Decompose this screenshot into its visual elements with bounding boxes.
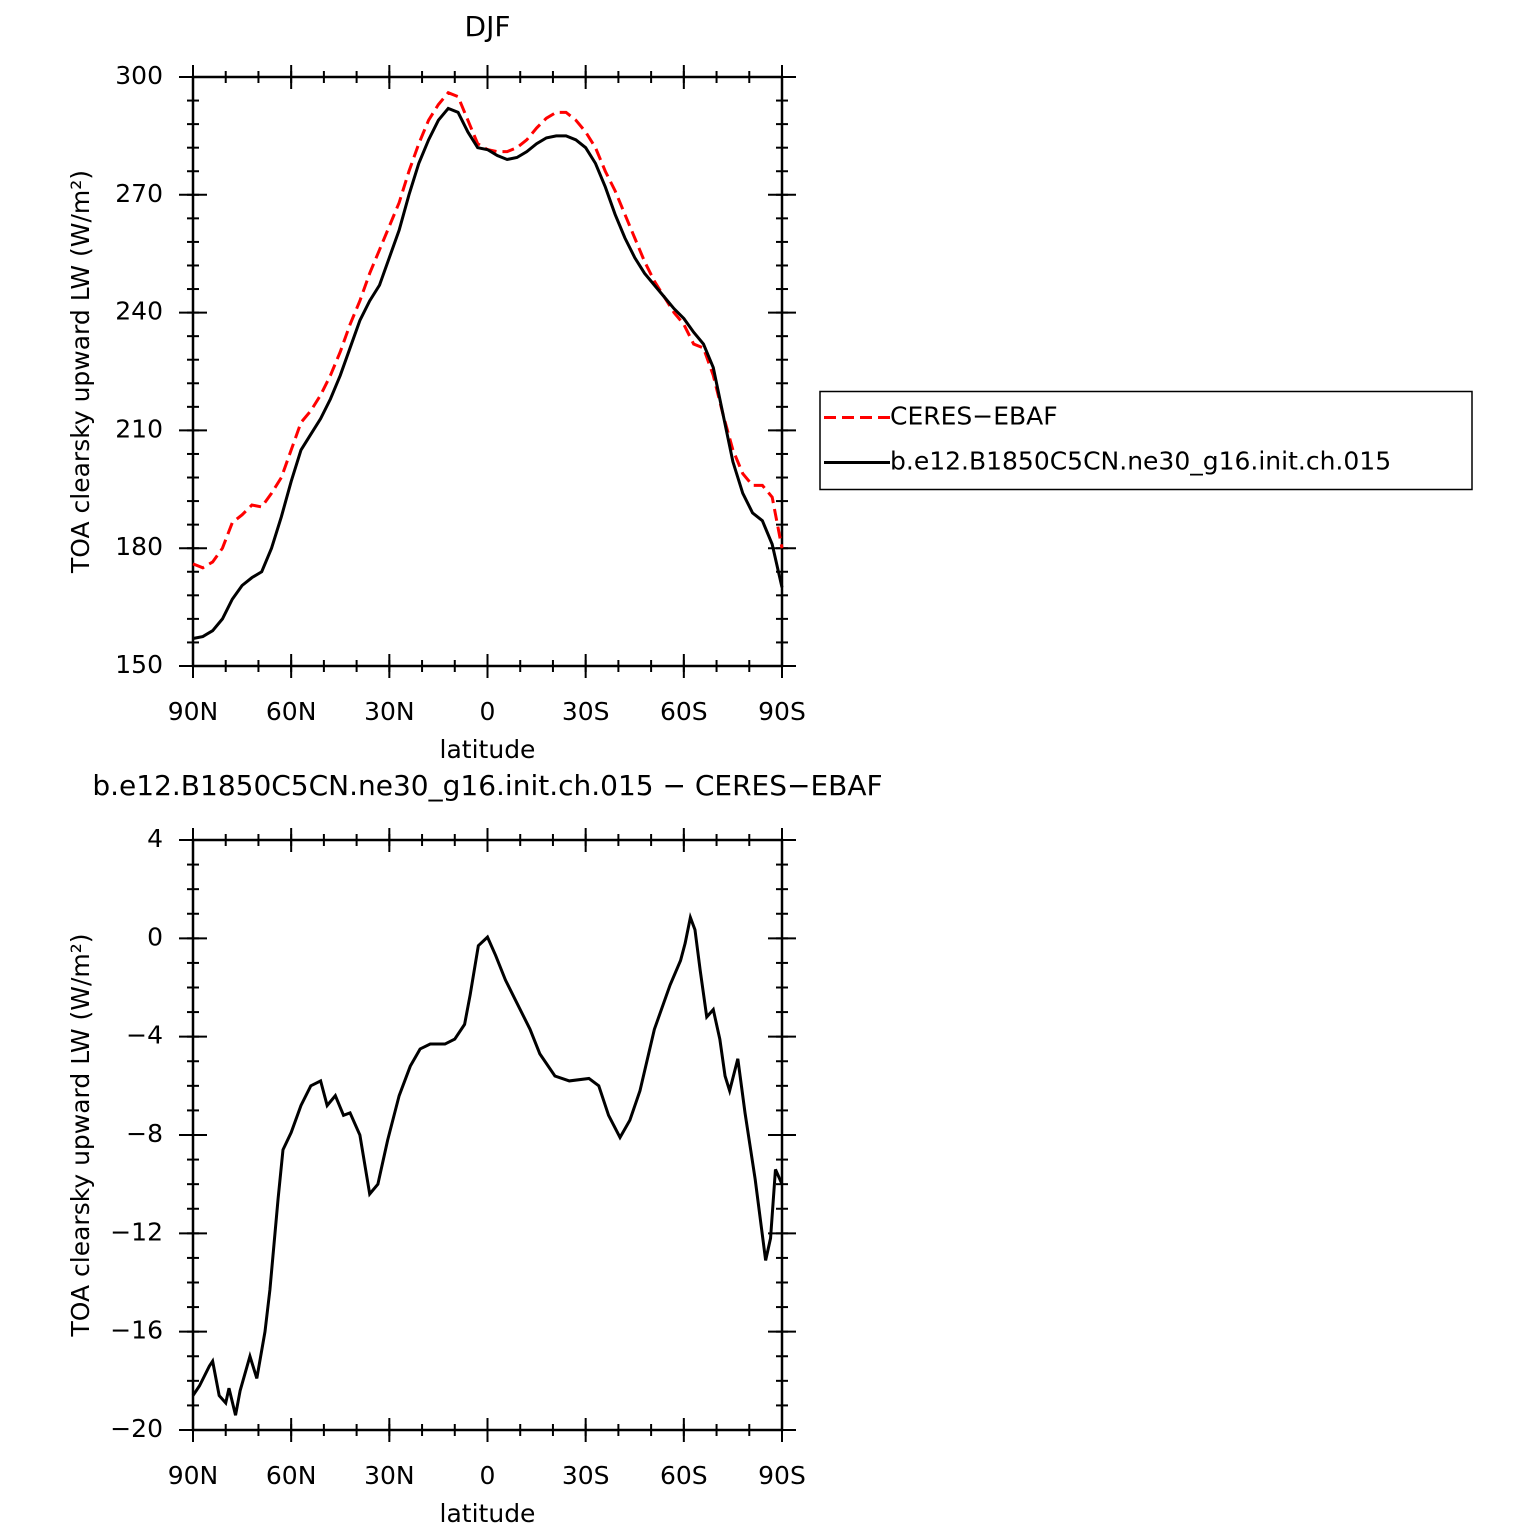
chart-title: DJF <box>465 10 511 43</box>
y-tick-label: 180 <box>115 532 163 561</box>
chart-title: b.e12.B1850C5CN.ne30_g16.init.ch.015 − C… <box>92 769 882 802</box>
y-tick-label: −16 <box>110 1316 163 1345</box>
x-tick-label: 60N <box>266 697 317 726</box>
x-tick-label: 30S <box>562 1461 610 1490</box>
x-tick-label: 60S <box>660 1461 708 1490</box>
y-axis-label: TOA clearsky upward LW (W/m²) <box>66 933 95 1337</box>
y-tick-label: 240 <box>115 297 163 326</box>
x-tick-label: 90N <box>168 697 219 726</box>
y-tick-label: 4 <box>147 824 163 853</box>
y-tick-label: −20 <box>110 1414 163 1443</box>
legend-box <box>819 390 1473 491</box>
x-tick-label: 30N <box>364 697 415 726</box>
plot-frame <box>191 75 784 668</box>
x-tick-label: 0 <box>480 697 496 726</box>
legend-label: CERES−EBAF <box>890 402 1058 431</box>
plot-frame <box>191 838 784 1432</box>
x-tick-label: 60S <box>660 697 708 726</box>
data-line <box>192 106 784 640</box>
legend-label: b.e12.B1850C5CN.ne30_g16.init.ch.015 <box>890 447 1391 476</box>
x-axis-label: latitude <box>440 735 536 764</box>
y-tick-label: 0 <box>147 922 163 951</box>
x-axis-label: latitude <box>440 1499 536 1528</box>
x-tick-label: 90N <box>168 1461 219 1490</box>
x-tick-label: 90S <box>758 697 806 726</box>
x-tick-label: 30N <box>364 1461 415 1490</box>
y-tick-label: −4 <box>126 1021 163 1050</box>
x-tick-label: 30S <box>562 697 610 726</box>
y-tick-label: −8 <box>126 1119 163 1148</box>
x-tick-label: 0 <box>480 1461 496 1490</box>
y-tick-label: 270 <box>115 179 163 208</box>
y-tick-label: 210 <box>115 414 163 443</box>
data-line <box>191 912 784 1416</box>
y-tick-label: 300 <box>115 61 163 90</box>
x-tick-label: 60N <box>266 1461 317 1490</box>
x-tick-label: 90S <box>758 1461 806 1490</box>
y-tick-label: 150 <box>115 650 163 679</box>
y-tick-label: −12 <box>110 1217 163 1246</box>
y-axis-label: TOA clearsky upward LW (W/m²) <box>66 170 95 574</box>
